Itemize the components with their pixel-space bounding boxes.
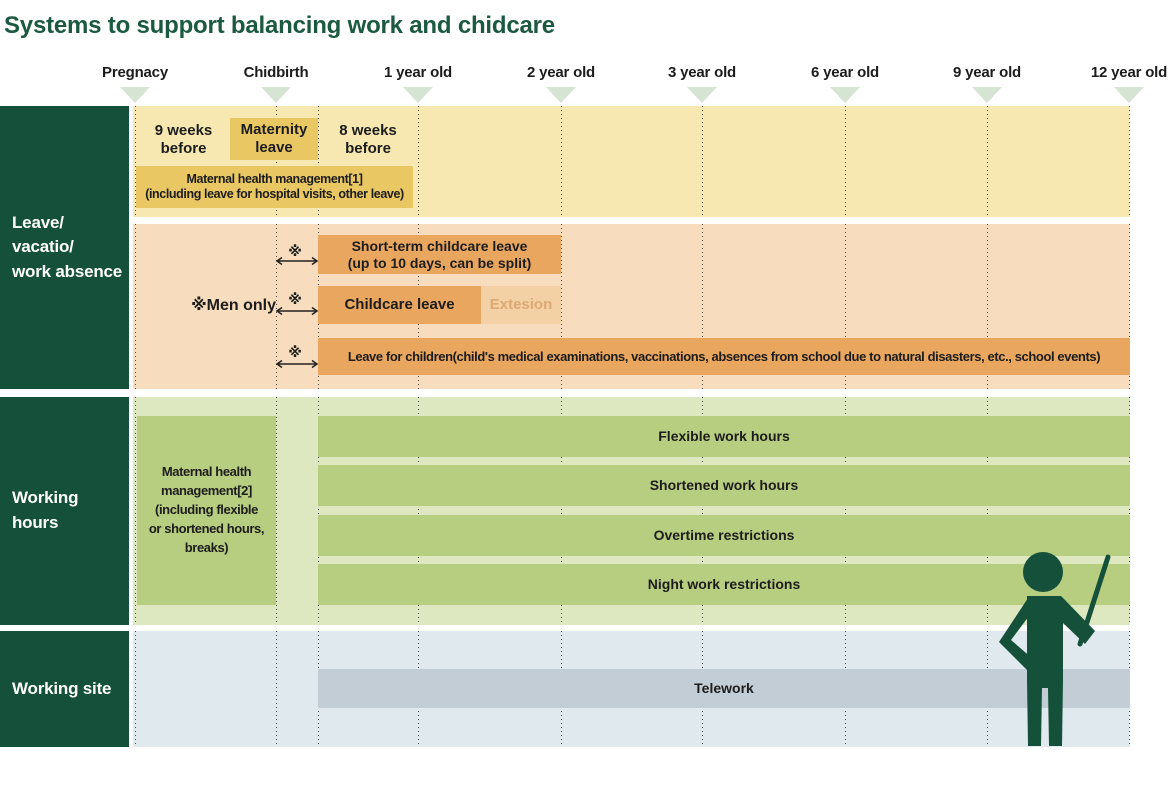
short-term-leave-bar: Short-term childcare leave (up to 10 day… [318,235,561,274]
timeline-label-3yo: 3 year old [667,64,737,81]
gridline [561,106,562,217]
maternal-health-2-box: Maternal health management[2] (including… [137,416,276,605]
gridline [987,106,988,217]
timeline-label-12yo: 12 year old [1090,64,1168,81]
timeline-label-9yo: 9 year old [952,64,1022,81]
timeline-triangle [972,87,1002,103]
timeline-label-6yo: 6 year old [810,64,880,81]
timeline-triangle [403,87,433,103]
night-work-restrictions-bar: Night work restrictions [318,564,1130,605]
gridline [135,631,136,747]
ref-mark: ※ [288,344,302,360]
gridline [418,397,419,625]
row-maternity-leave: 9 weeks before Maternity leave 8 weeks b… [133,106,1130,217]
timeline-label-childbirth: Chidbirth [243,64,309,81]
leave-for-children-bar: Leave for children(child's medical exami… [318,338,1130,375]
sidebar-leave-label: Leave/ vacatio/ work absence [12,212,123,281]
gridline [1129,397,1130,625]
timeline-triangle [1114,87,1144,103]
gridline [845,224,846,389]
overtime-restrictions-bar: Overtime restrictions [318,515,1130,556]
gridline [845,397,846,625]
gridline [987,397,988,625]
gridline [276,397,277,625]
gridline [276,631,277,747]
extension-box: Extesion [481,286,561,324]
ref-mark: ※ [288,291,302,307]
nine-weeks-label: 9 weeks before [154,122,213,157]
childcare-leave-bar: Childcare leave [318,286,481,324]
shortened-hours-bar: Shortened work hours [318,465,1130,506]
gridline [1129,224,1130,389]
range-arrow [275,306,319,316]
men-only-label: ※Men only [191,297,276,314]
sidebar-working-site-label: Working site [12,678,112,698]
range-arrow [275,359,319,369]
page-title: Systems to support balancing work and ch… [4,12,555,39]
timeline-triangle [261,87,291,103]
timeline-triangle [546,87,576,103]
gridline [135,397,136,625]
gridline [135,106,136,217]
maternal-health-1-box: Maternal health management[1] (including… [136,166,413,208]
sidebar-item-leave: Leave/ vacatio/ work absence [0,106,129,389]
gridline [318,397,319,625]
range-arrow [275,256,319,266]
row-childcare-leave: ※ Short-term childcare leave (up to 10 d… [133,224,1130,389]
telework-bar: Telework [318,669,1130,708]
timeline-triangle [120,87,150,103]
gridline [418,106,419,217]
timeline-label-pregnancy: Pregnacy [102,64,168,81]
gridline [702,397,703,625]
gridline [135,224,136,389]
row-working-hours: Maternal health management[2] (including… [133,397,1130,625]
gridline [276,106,277,217]
flexible-hours-bar: Flexible work hours [318,416,1130,457]
gridline [702,224,703,389]
gridline [561,397,562,625]
gridline [318,106,319,217]
gridline [702,106,703,217]
gridline [561,224,562,389]
teacher-figure-icon [999,552,1111,746]
maternity-leave-box: Maternity leave [230,118,318,160]
timeline-triangle [830,87,860,103]
timeline-label-2yo: 2 year old [526,64,596,81]
timeline-triangle [687,87,717,103]
gridline [276,224,277,389]
eight-weeks-label: 8 weeks before [339,122,397,157]
ref-mark: ※ [288,243,302,259]
sidebar-item-working-hours: Working hours [0,397,129,625]
gridline [845,106,846,217]
row-working-site: Telework [133,631,1130,747]
sidebar-working-hours-label: Working hours [12,488,79,532]
gridline [1129,106,1130,217]
sidebar-item-working-site: Working site [0,631,129,747]
gridline [987,224,988,389]
timeline-label-1yo: 1 year old [383,64,453,81]
